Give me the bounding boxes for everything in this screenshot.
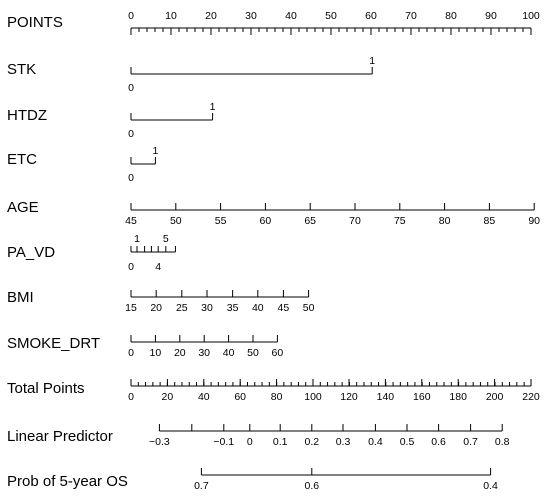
- row-label-total_points: Total Points: [7, 380, 85, 397]
- tick-label-points: 70: [405, 10, 417, 22]
- tick-label-age: 85: [484, 215, 496, 227]
- tick-label-etc: 0: [128, 172, 134, 184]
- tick-label-age: 75: [394, 215, 406, 227]
- tick-label-points: 20: [205, 10, 217, 22]
- tick-label-etc: 1: [152, 145, 158, 157]
- tick-label-points: 80: [445, 10, 457, 22]
- tick-label-linear_predictor: 0.7: [463, 436, 478, 448]
- tick-label-linear_predictor: 0.2: [304, 436, 319, 448]
- row-label-htdz: HTDZ: [7, 107, 47, 124]
- row-label-bmi: BMI: [7, 289, 34, 306]
- tick-label-age: 80: [439, 215, 451, 227]
- tick-label-total_points: 160: [413, 391, 431, 403]
- row-label-prob_5yr_os: Prob of 5-year OS: [7, 473, 128, 490]
- tick-label-smoke_drt: 0: [128, 347, 134, 359]
- tick-label-smoke_drt: 10: [150, 347, 162, 359]
- tick-label-points: 50: [325, 10, 337, 22]
- tick-label-prob_5yr_os: 0.4: [483, 480, 498, 492]
- tick-label-pa_vd: 1: [134, 233, 140, 245]
- tick-label-bmi: 50: [303, 302, 315, 314]
- tick-label-htdz: 1: [210, 101, 216, 113]
- tick-label-pa_vd: 4: [155, 261, 161, 273]
- tick-label-linear_predictor: 0.8: [495, 436, 510, 448]
- tick-label-bmi: 35: [227, 302, 239, 314]
- tick-label-stk: 1: [369, 55, 375, 67]
- tick-label-points: 0: [128, 10, 134, 22]
- tick-label-bmi: 45: [278, 302, 290, 314]
- tick-label-bmi: 40: [252, 302, 264, 314]
- tick-label-points: 100: [522, 10, 540, 22]
- tick-label-stk: 0: [128, 82, 134, 94]
- tick-label-pa_vd: 5: [163, 233, 169, 245]
- tick-label-smoke_drt: 20: [174, 347, 186, 359]
- tick-label-linear_predictor: −0.1: [213, 436, 234, 448]
- tick-label-points: 30: [245, 10, 257, 22]
- tick-label-total_points: 220: [522, 391, 540, 403]
- tick-label-age: 45: [125, 215, 137, 227]
- tick-label-total_points: 140: [377, 391, 395, 403]
- row-label-age: AGE: [7, 199, 39, 216]
- tick-label-prob_5yr_os: 0.7: [194, 480, 209, 492]
- tick-label-total_points: 20: [162, 391, 174, 403]
- tick-label-htdz: 0: [128, 128, 134, 140]
- tick-label-total_points: 0: [128, 391, 134, 403]
- tick-label-age: 60: [260, 215, 272, 227]
- tick-label-total_points: 80: [271, 391, 283, 403]
- tick-label-bmi: 20: [150, 302, 162, 314]
- tick-label-pa_vd: 0: [128, 261, 134, 273]
- row-label-etc: ETC: [7, 151, 37, 168]
- tick-label-smoke_drt: 30: [198, 347, 210, 359]
- tick-label-points: 60: [365, 10, 377, 22]
- tick-label-points: 10: [165, 10, 177, 22]
- tick-label-bmi: 25: [176, 302, 188, 314]
- tick-label-linear_predictor: 0.3: [336, 436, 351, 448]
- tick-label-total_points: 40: [198, 391, 210, 403]
- row-label-pa_vd: PA_VD: [7, 244, 55, 261]
- tick-label-total_points: 100: [304, 391, 322, 403]
- tick-label-linear_predictor: 0: [247, 436, 253, 448]
- row-label-stk: STK: [7, 61, 36, 78]
- tick-label-total_points: 200: [486, 391, 504, 403]
- tick-label-linear_predictor: 0.5: [400, 436, 415, 448]
- tick-label-prob_5yr_os: 0.6: [304, 480, 319, 492]
- tick-label-age: 55: [215, 215, 227, 227]
- tick-label-smoke_drt: 50: [247, 347, 259, 359]
- row-label-points: POINTS: [7, 14, 63, 31]
- tick-label-age: 70: [349, 215, 361, 227]
- tick-label-points: 40: [285, 10, 297, 22]
- tick-label-linear_predictor: −0.3: [149, 436, 170, 448]
- tick-label-linear_predictor: 0.6: [431, 436, 446, 448]
- tick-label-age: 50: [170, 215, 182, 227]
- tick-label-age: 90: [528, 215, 540, 227]
- tick-label-linear_predictor: 0.4: [368, 436, 383, 448]
- tick-label-linear_predictor: 0.1: [273, 436, 288, 448]
- tick-label-smoke_drt: 40: [223, 347, 235, 359]
- tick-label-bmi: 30: [201, 302, 213, 314]
- tick-label-smoke_drt: 60: [272, 347, 284, 359]
- tick-label-total_points: 180: [449, 391, 467, 403]
- row-label-smoke_drt: SMOKE_DRT: [7, 335, 100, 352]
- tick-label-age: 65: [304, 215, 316, 227]
- row-label-linear_predictor: Linear Predictor: [7, 428, 113, 445]
- tick-label-total_points: 60: [234, 391, 246, 403]
- tick-label-total_points: 120: [340, 391, 358, 403]
- tick-label-bmi: 15: [125, 302, 137, 314]
- tick-label-points: 90: [485, 10, 497, 22]
